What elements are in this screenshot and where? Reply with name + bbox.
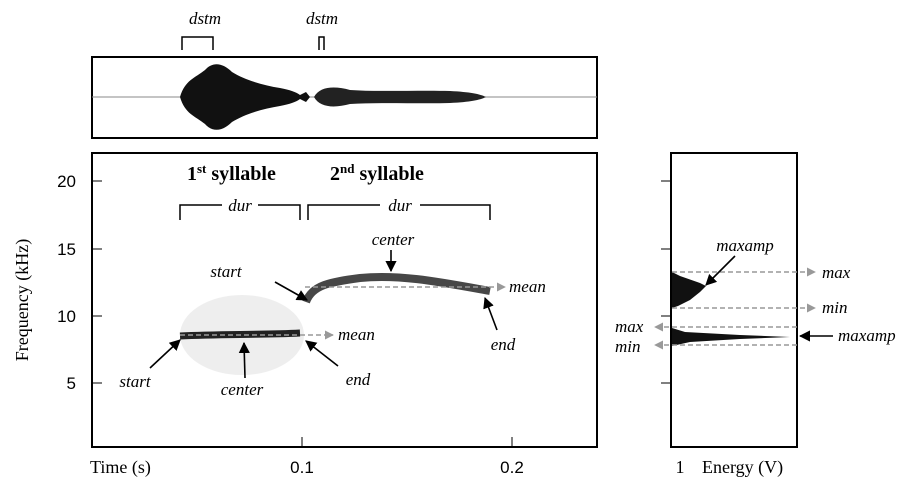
max-label: max (822, 263, 851, 282)
syllable-word: syllable (359, 163, 424, 185)
y-tick-label: 10 (57, 307, 76, 326)
y-tick-label: 5 (67, 374, 76, 393)
energy-peak (672, 272, 706, 308)
center-label: center (372, 230, 415, 249)
dstm-bracket (318, 36, 325, 50)
ordinal: 2 (330, 163, 340, 185)
x-axis-label: Energy (V) (702, 457, 783, 478)
mean-label: mean (338, 325, 375, 344)
waveform-burst (180, 64, 310, 130)
dur-label: dur (228, 196, 252, 215)
energy-peak (672, 328, 790, 346)
end-label: end (491, 335, 516, 354)
end-label: end (346, 370, 371, 389)
energy-panel: maxamp max min max min maxamp 1 Energy (… (615, 152, 896, 478)
min-label: min (822, 298, 848, 317)
spectrogram-frame (91, 152, 598, 448)
syllable-heading: 1st syllable (187, 161, 276, 185)
min-label: min (615, 337, 641, 356)
dur-bracket (307, 204, 491, 220)
ordinal-suffix: nd (340, 161, 355, 176)
center-arrow (238, 341, 250, 379)
start-label: start (210, 262, 242, 281)
end-arrow (483, 296, 498, 331)
maxamp-label: maxamp (716, 236, 774, 255)
y-axis-label: Frequency (kHz) (12, 239, 33, 361)
syllable-word: syllable (211, 163, 276, 185)
start-label: start (119, 372, 151, 391)
x-tick-label: 1 (676, 457, 685, 477)
y-tick-label: 20 (57, 172, 76, 191)
ordinal-suffix: st (197, 161, 207, 176)
dstm-label: dstm (189, 9, 221, 28)
maxamp-arrow (705, 255, 736, 286)
x-tick-label: 0.1 (290, 458, 314, 477)
start-arrow (149, 339, 181, 369)
x-tick-label: 0.2 (500, 458, 524, 477)
dur-label: dur (388, 196, 412, 215)
energy-frame (670, 152, 798, 448)
spectrogram-panel: 20 15 10 5 0.1 0.2 Time (s) Frequency (k… (12, 152, 598, 478)
dur-bracket (179, 204, 301, 220)
ordinal: 1 (187, 163, 197, 185)
y-tick-label: 15 (57, 240, 76, 259)
y-ticks: 20 15 10 5 (57, 172, 102, 393)
dstm-label: dstm (306, 9, 338, 28)
end-arrow (305, 340, 339, 367)
waveform-panel: dstm dstm (91, 9, 598, 139)
maxamp-label: maxamp (838, 326, 896, 345)
mean-label: mean (509, 277, 546, 296)
syllable-heading: 2nd syllable (330, 161, 424, 185)
syllable-2-trace (302, 272, 491, 304)
waveform-burst (314, 87, 486, 107)
start-arrow (274, 281, 308, 301)
max-label: max (615, 317, 644, 336)
dstm-bracket (181, 36, 214, 50)
x-axis-label: Time (s) (90, 457, 151, 478)
center-label: center (221, 380, 264, 399)
